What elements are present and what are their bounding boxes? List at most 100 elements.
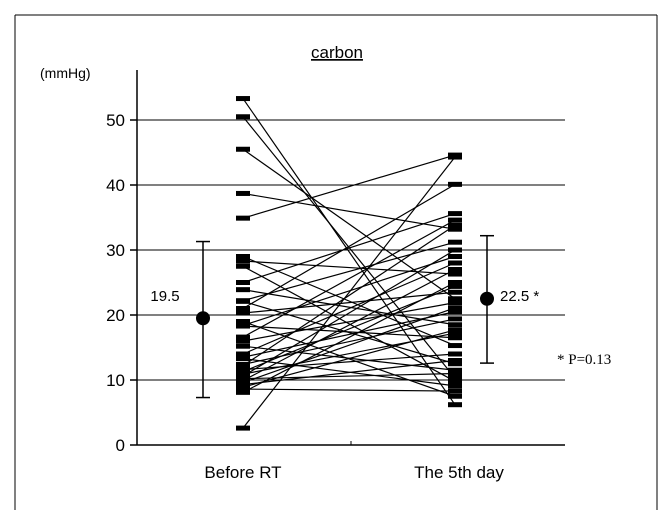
- before-rt-point-19: [236, 338, 250, 344]
- pair-line-26: [242, 353, 456, 371]
- pair-line-35: [242, 388, 456, 392]
- fifth-day-point-12: [448, 361, 462, 367]
- fifth-day-point-24: [448, 316, 462, 322]
- pair-line-36: [242, 281, 456, 393]
- fifth-day-point-13: [448, 181, 462, 187]
- fifth-day-point-36: [448, 280, 462, 285]
- pair-line-9: [242, 213, 456, 284]
- y-axis-label: (mmHg): [40, 65, 91, 81]
- pair-line-14: [242, 291, 456, 314]
- pair-line-13: [242, 183, 456, 310]
- fifth-day-point-25: [448, 222, 462, 228]
- fifth-day-point-15: [448, 393, 462, 399]
- pair-line-28: [242, 332, 456, 375]
- pair-line-19: [242, 302, 456, 342]
- pair-line-32: [242, 307, 456, 384]
- before-rt-point-21: [236, 351, 250, 357]
- pair-line-16: [242, 255, 456, 326]
- pair-line-11: [242, 241, 456, 302]
- pair-line-3: [242, 148, 456, 300]
- before-rt-point-2: [236, 114, 250, 120]
- fifth-day-point-28: [448, 330, 462, 336]
- pair-line-29: [242, 249, 456, 377]
- fifth-day-point-20: [448, 367, 462, 373]
- mean-label-before-rt: 19.5: [150, 288, 179, 305]
- before-rt-point-18: [236, 334, 250, 340]
- pair-line-2: [242, 116, 456, 379]
- before-rt-mean-marker: [196, 311, 210, 326]
- pair-line-7: [242, 260, 456, 275]
- before-rt-point-6: [236, 254, 250, 259]
- data-markers: [236, 96, 462, 431]
- before-rt-point-9: [236, 280, 250, 285]
- fifth-day-point-8: [448, 378, 462, 384]
- before-rt-point-37: [236, 425, 250, 431]
- before-rt-point-12: [236, 298, 250, 304]
- fifth-day-point-21: [448, 260, 462, 266]
- fifth-day-point-2: [448, 375, 462, 381]
- fifth-day-point-9: [448, 211, 462, 217]
- pair-line-33: [242, 359, 456, 386]
- figure-border: [14, 14, 658, 510]
- pair-line-17: [242, 325, 456, 339]
- before-rt-point-25: [236, 363, 250, 369]
- p-value-annotation: * P=0.13: [557, 352, 611, 368]
- y-tick-label-30: 30: [106, 241, 125, 260]
- fifth-day-point-22: [448, 309, 462, 315]
- fifth-day-point-32: [448, 305, 462, 311]
- fifth-day-point-6: [448, 343, 462, 349]
- x-tick-label-before-rt: Before RT: [204, 463, 281, 482]
- before-rt-point-7: [236, 258, 250, 264]
- pair-line-34: [242, 329, 456, 388]
- x-tick-label-5th-day: The 5th day: [414, 463, 504, 482]
- y-tick-label-50: 50: [106, 111, 125, 130]
- before-rt-point-13: [236, 306, 250, 311]
- pair-line-21: [242, 262, 456, 355]
- chart-title: carbon: [311, 43, 363, 62]
- before-rt-point-8: [236, 263, 250, 269]
- pair-line-18: [242, 219, 456, 338]
- before-rt-point-5: [236, 215, 250, 221]
- fifth-day-point-31: [448, 267, 462, 272]
- fifth-day-point-4: [448, 226, 462, 232]
- mean-label-5th-day: 22.5 *: [500, 288, 539, 305]
- chart-text: carbon (mmHg) Before RT The 5th day 19.5…: [40, 43, 611, 482]
- fifth-day-point-26: [448, 351, 462, 357]
- fifth-day-point-11: [448, 239, 462, 245]
- paired-lines: [242, 98, 456, 429]
- fifth-day-point-7: [448, 271, 462, 277]
- y-tick-label-20: 20: [106, 306, 125, 325]
- before-rt-point-20: [236, 343, 250, 349]
- before-rt-point-1: [236, 96, 250, 102]
- fifth-day-point-23: [448, 383, 462, 389]
- summary-stats: [196, 234, 494, 399]
- pair-line-5: [242, 154, 456, 219]
- pair-line-37: [242, 156, 456, 429]
- fifth-day-point-18: [448, 217, 462, 223]
- pair-line-31: [242, 268, 456, 382]
- before-rt-point-14: [236, 310, 250, 316]
- y-tick-label-10: 10: [106, 371, 125, 390]
- fifth-day-point-30: [448, 371, 462, 376]
- before-rt-point-4: [236, 190, 250, 196]
- fifth-day-point-33: [448, 358, 462, 363]
- fifth-day-point-29: [448, 247, 462, 253]
- pair-line-4: [242, 192, 456, 230]
- pair-line-25: [242, 224, 456, 367]
- fifth-day-point-19: [448, 300, 462, 306]
- before-rt-point-35: [236, 386, 250, 392]
- fifth-day-point-34: [448, 327, 462, 333]
- before-rt-point-36: [236, 389, 250, 395]
- fifth-day-point-37: [448, 154, 462, 160]
- before-rt-point-3: [236, 146, 250, 152]
- fifth-day-point-17: [448, 335, 462, 341]
- fifth-day-point-14: [448, 289, 462, 295]
- y-tick-label-0: 0: [116, 436, 125, 455]
- before-rt-point-17: [236, 323, 250, 329]
- axes: 0 10 20 30 40 50: [106, 70, 565, 455]
- before-rt-point-10: [236, 287, 250, 293]
- y-tick-label-40: 40: [106, 176, 125, 195]
- pair-line-22: [242, 311, 456, 358]
